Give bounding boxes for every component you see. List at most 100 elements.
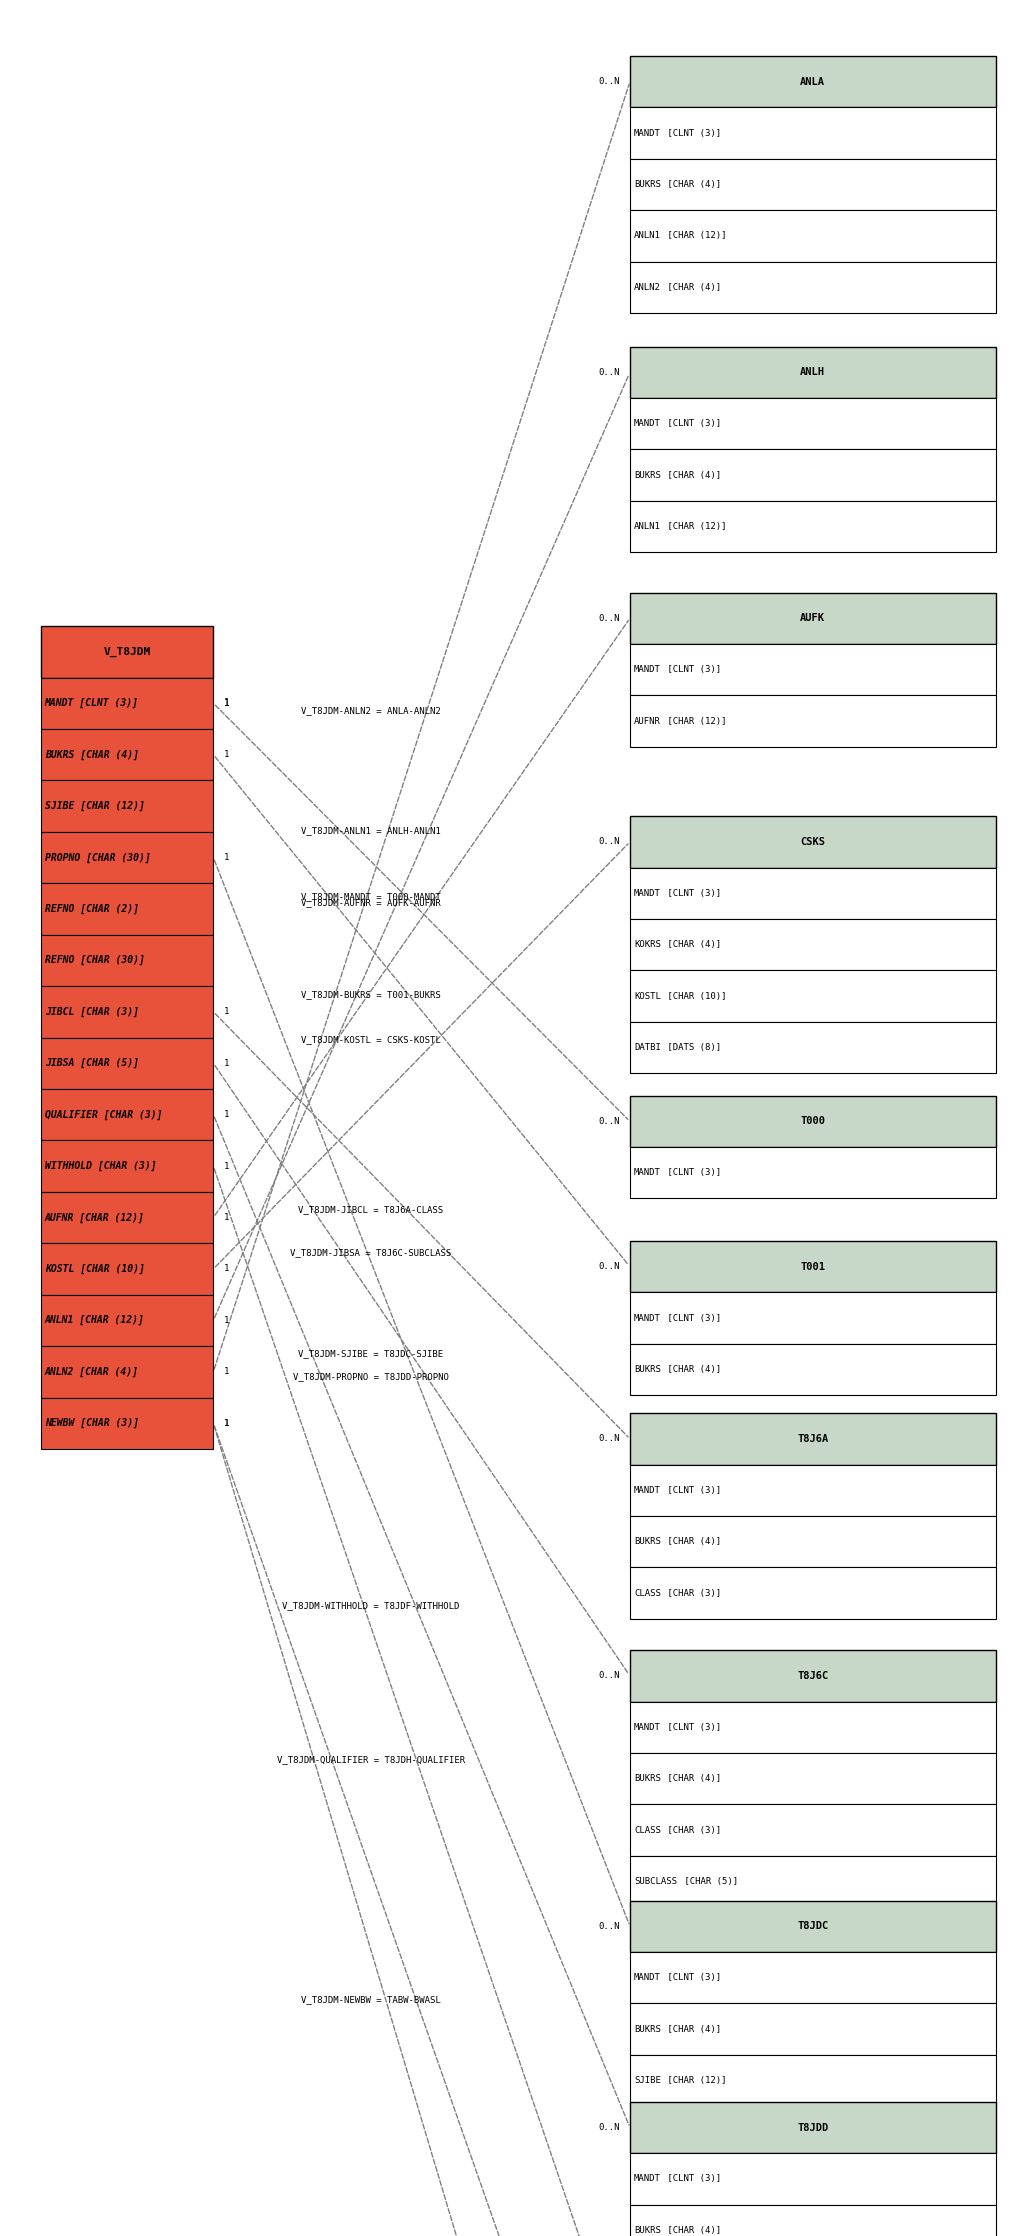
Text: [CHAR (10)]: [CHAR (10)] [662,991,726,1002]
FancyBboxPatch shape [630,449,996,501]
Text: [CHAR (3)]: [CHAR (3)] [662,1588,721,1599]
Text: KOSTL [CHAR (10)]: KOSTL [CHAR (10)] [45,1263,144,1275]
FancyBboxPatch shape [41,626,213,678]
FancyBboxPatch shape [630,970,996,1022]
FancyBboxPatch shape [630,816,996,868]
FancyBboxPatch shape [41,780,213,832]
Text: CLASS: CLASS [634,1588,660,1599]
Text: 0..N: 0..N [598,1670,620,1681]
Text: 1: 1 [224,1366,229,1377]
Text: REFNO [CHAR (30)]: REFNO [CHAR (30)] [45,955,144,966]
Text: MANDT [CLNT (3)]: MANDT [CLNT (3)] [45,698,139,709]
Text: [CHAR (4)]: [CHAR (4)] [662,1364,721,1375]
Text: [CLNT (3)]: [CLNT (3)] [662,127,721,139]
FancyBboxPatch shape [41,678,213,729]
FancyBboxPatch shape [630,1292,996,1344]
Text: 1: 1 [224,1109,229,1120]
FancyBboxPatch shape [41,1192,213,1243]
Text: [DATS (8)]: [DATS (8)] [662,1042,721,1053]
Text: BUKRS: BUKRS [634,2225,660,2236]
Text: ANLA: ANLA [801,76,825,87]
FancyBboxPatch shape [630,2055,996,2106]
Text: 1: 1 [224,1418,229,1429]
Text: 0..N: 0..N [598,367,620,378]
Text: V_T8JDM-WITHHOLD = T8JDF-WITHHOLD: V_T8JDM-WITHHOLD = T8JDF-WITHHOLD [282,1601,459,1610]
FancyBboxPatch shape [630,1147,996,1198]
Text: BUKRS: BUKRS [634,2024,660,2035]
Text: AUFK: AUFK [801,613,825,624]
FancyBboxPatch shape [41,1038,213,1089]
Text: [CHAR (3)]: [CHAR (3)] [662,1825,721,1836]
Text: MANDT: MANDT [634,1485,660,1496]
FancyBboxPatch shape [630,644,996,695]
FancyBboxPatch shape [630,1096,996,1147]
Text: MANDT: MANDT [634,127,660,139]
FancyBboxPatch shape [630,347,996,398]
Text: CLASS: CLASS [634,1825,660,1836]
FancyBboxPatch shape [630,2205,996,2236]
FancyBboxPatch shape [630,1952,996,2003]
FancyBboxPatch shape [630,262,996,313]
FancyBboxPatch shape [630,1753,996,1804]
FancyBboxPatch shape [41,1140,213,1192]
Text: MANDT: MANDT [634,1167,660,1178]
Text: WITHHOLD [CHAR (3)]: WITHHOLD [CHAR (3)] [45,1160,156,1172]
Text: MANDT: MANDT [634,664,660,675]
FancyBboxPatch shape [630,501,996,552]
Text: ANLN1: ANLN1 [634,521,660,532]
FancyBboxPatch shape [630,1567,996,1619]
Text: [CHAR (4)]: [CHAR (4)] [662,470,721,481]
FancyBboxPatch shape [41,729,213,780]
FancyBboxPatch shape [41,1295,213,1346]
Text: [CHAR (4)]: [CHAR (4)] [662,939,721,950]
FancyBboxPatch shape [41,986,213,1038]
Text: QUALIFIER [CHAR (3)]: QUALIFIER [CHAR (3)] [45,1109,163,1120]
Text: MANDT: MANDT [634,2173,660,2185]
Text: [CHAR (12)]: [CHAR (12)] [662,716,726,727]
Text: T8J6C: T8J6C [798,1670,828,1681]
Text: ANLN2: ANLN2 [634,282,660,293]
Text: [CHAR (4)]: [CHAR (4)] [662,179,721,190]
Text: 1: 1 [224,1315,229,1326]
Text: [CHAR (4)]: [CHAR (4)] [662,1773,721,1784]
Text: V_T8JDM-JIBSA = T8J6C-SUBCLASS: V_T8JDM-JIBSA = T8J6C-SUBCLASS [291,1248,451,1257]
Text: [CLNT (3)]: [CLNT (3)] [662,1167,721,1178]
Text: 0..N: 0..N [598,1921,620,1932]
Text: BUKRS [CHAR (4)]: BUKRS [CHAR (4)] [45,749,139,760]
FancyBboxPatch shape [630,159,996,210]
Text: SJIBE [CHAR (12)]: SJIBE [CHAR (12)] [45,800,144,812]
Text: V_T8JDM-ANLN2 = ANLA-ANLN2: V_T8JDM-ANLN2 = ANLA-ANLN2 [301,707,441,716]
FancyBboxPatch shape [630,1516,996,1567]
Text: JIBCL [CHAR (3)]: JIBCL [CHAR (3)] [45,1006,139,1017]
Text: BUKRS: BUKRS [634,470,660,481]
Text: ANLH: ANLH [801,367,825,378]
Text: MANDT: MANDT [634,1972,660,1983]
Text: BUKRS: BUKRS [634,179,660,190]
Text: MANDT: MANDT [634,888,660,899]
Text: KOKRS: KOKRS [634,939,660,950]
Text: DATBI: DATBI [634,1042,660,1053]
Text: [CHAR (12)]: [CHAR (12)] [662,2075,726,2086]
FancyBboxPatch shape [41,832,213,883]
FancyBboxPatch shape [41,1398,213,1449]
FancyBboxPatch shape [630,107,996,159]
Text: 1: 1 [224,1006,229,1017]
Text: [CHAR (4)]: [CHAR (4)] [662,2024,721,2035]
Text: JIBSA [CHAR (5)]: JIBSA [CHAR (5)] [45,1058,139,1069]
Text: SUBCLASS: SUBCLASS [634,1876,677,1887]
Text: T8JDC: T8JDC [798,1921,828,1932]
Text: 1: 1 [224,852,229,863]
Text: [CLNT (3)]: [CLNT (3)] [662,2173,721,2185]
Text: MANDT: MANDT [634,418,660,429]
FancyBboxPatch shape [41,1089,213,1140]
Text: 1: 1 [224,1160,229,1172]
FancyBboxPatch shape [630,1022,996,1073]
FancyBboxPatch shape [630,1413,996,1465]
Text: AUFNR: AUFNR [634,716,660,727]
Text: [CHAR (4)]: [CHAR (4)] [662,1536,721,1547]
Text: MANDT: MANDT [634,1313,660,1324]
Text: [CLNT (3)]: [CLNT (3)] [662,664,721,675]
Text: V_T8JDM-NEWBW = TABW-BWASL: V_T8JDM-NEWBW = TABW-BWASL [301,1995,441,2003]
Text: SJIBE: SJIBE [634,2075,660,2086]
FancyBboxPatch shape [41,883,213,935]
